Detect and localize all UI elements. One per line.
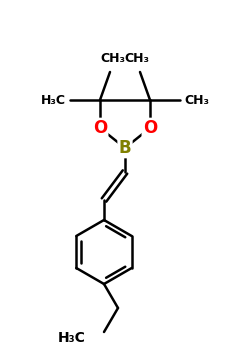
Text: O: O	[93, 119, 107, 137]
Text: H₃C: H₃C	[41, 93, 66, 106]
Text: H₃C: H₃C	[58, 331, 86, 345]
Text: B: B	[119, 139, 131, 157]
Text: CH₃: CH₃	[184, 93, 209, 106]
Text: CH₃: CH₃	[124, 52, 150, 65]
Text: CH₃: CH₃	[100, 52, 126, 65]
Text: O: O	[143, 119, 157, 137]
